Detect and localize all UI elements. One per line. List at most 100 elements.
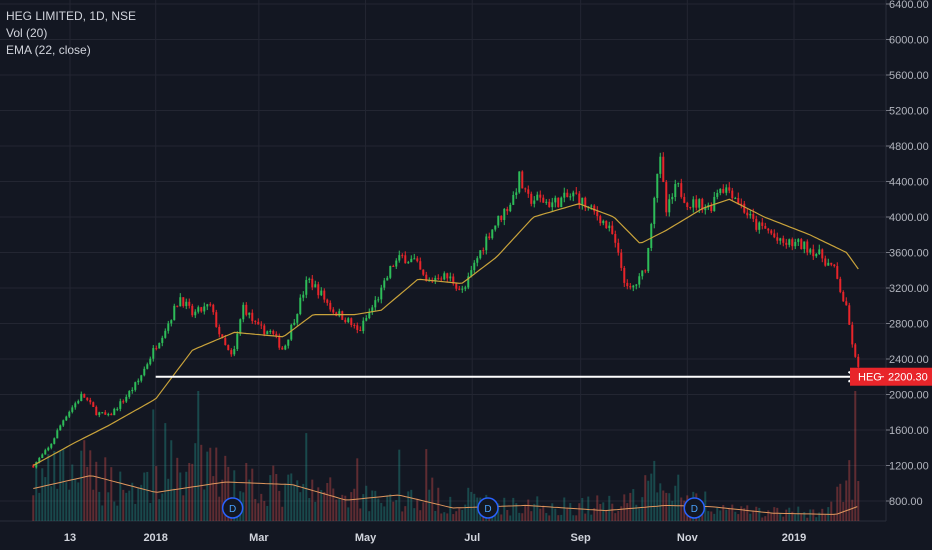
candle-body [599, 216, 602, 224]
volume-bar [77, 482, 80, 521]
candle-body [56, 430, 59, 439]
volume-bar [527, 499, 530, 521]
dividend-event-marker [683, 497, 706, 519]
y-tick-label: 1200.00 [889, 461, 929, 473]
candle-body [506, 209, 509, 212]
volume-bar [308, 498, 311, 521]
candle-body [80, 393, 83, 402]
volume-bar [65, 482, 68, 521]
chart-legend: HEG LIMITED, 1D, NSE Vol (20) EMA (22, c… [6, 8, 136, 59]
candle-body [281, 347, 284, 350]
volume-bar [53, 450, 56, 521]
volume-bar [593, 508, 596, 521]
candle-body [467, 276, 470, 288]
candle-body [554, 197, 557, 203]
candle-body [656, 173, 659, 198]
y-tick-label: 4000.00 [889, 212, 929, 224]
dividend-event-label: D [691, 504, 698, 515]
candle-body [221, 334, 224, 339]
candle-body [338, 311, 341, 316]
volume-bar [629, 492, 632, 521]
volume-bar [338, 499, 341, 521]
volume-bar [569, 503, 572, 521]
volume-bar [830, 501, 833, 521]
volume-bar [419, 510, 422, 521]
candle-body [848, 305, 851, 325]
badge-background [850, 367, 932, 386]
candle-body [218, 326, 221, 335]
candle-body [665, 182, 668, 213]
volume-bar [605, 509, 608, 521]
candle-body [530, 193, 533, 204]
candle-body [407, 262, 410, 264]
legend-volume[interactable]: Vol (20) [6, 26, 48, 40]
candle-body [371, 307, 374, 313]
volume-bar [758, 507, 761, 521]
volume-bar [749, 513, 752, 521]
candle-body [782, 238, 785, 243]
volume-bar [557, 515, 560, 521]
volume-bar [215, 447, 218, 521]
volume-bar [584, 513, 587, 521]
volume-bar [371, 490, 374, 521]
candle-body [443, 273, 446, 280]
volume-bar [722, 504, 725, 521]
price-axis[interactable]: 6400.00 6000.00 5600.00 5200.00 4800.00 4400.… [886, 0, 929, 508]
candle-body [797, 239, 800, 242]
legend-symbol[interactable]: HEG LIMITED, 1D, NSE [6, 9, 137, 23]
volume-bar [767, 510, 770, 521]
candle-body [314, 284, 317, 288]
volume-bar [227, 466, 230, 521]
candle-body [341, 311, 344, 320]
candle-body [632, 285, 635, 288]
volume-bar [263, 500, 266, 521]
candle-body [614, 233, 617, 243]
candle-body [257, 321, 260, 325]
volume-bar [434, 510, 437, 521]
candle-body [392, 266, 395, 268]
volume-bar [851, 499, 854, 521]
candle-body [161, 337, 164, 343]
candle-body [308, 278, 311, 280]
candle-body [398, 255, 401, 261]
candle-body [173, 305, 176, 321]
ema-path [33, 198, 859, 467]
candle-body [560, 197, 563, 208]
volume-bar [410, 489, 413, 521]
candle-body [716, 192, 719, 197]
candle-body [305, 279, 308, 295]
time-axis[interactable]: 13 2018 Mar May Jul Sep Nov 2019 [64, 532, 806, 544]
candle-body [779, 238, 782, 241]
volume-bar [155, 466, 158, 521]
volume-bar [284, 483, 287, 521]
volume-bar [332, 488, 335, 521]
y-tick-label: 3200.00 [889, 283, 929, 295]
candle-body [851, 324, 854, 345]
candle-body [653, 197, 656, 224]
volume-bar [293, 484, 296, 521]
candle-body [785, 242, 788, 245]
volume-bar [623, 494, 626, 521]
candle-body [854, 344, 857, 357]
x-tick-label: Mar [249, 532, 269, 544]
y-tick-label: 1600.00 [889, 425, 929, 437]
volume-bar [380, 502, 383, 521]
volume-bar [200, 444, 203, 521]
candle-body [737, 198, 740, 204]
volume-bar [383, 506, 386, 521]
volume-bar [83, 440, 86, 521]
legend-ema[interactable]: EMA (22, close) [6, 43, 91, 57]
dividend-event-label: D [229, 504, 236, 515]
volume-bar [602, 502, 605, 521]
y-tick-label: 2800.00 [889, 319, 929, 331]
volume-bar [719, 510, 722, 521]
volume-bar [62, 449, 65, 521]
candle-body [758, 222, 761, 230]
volume-bar [554, 508, 557, 521]
volume-ma-line [33, 475, 858, 515]
candle-body [110, 414, 113, 416]
candle-body [647, 247, 650, 272]
volume-bar [548, 515, 551, 521]
volume-bar [281, 506, 284, 521]
